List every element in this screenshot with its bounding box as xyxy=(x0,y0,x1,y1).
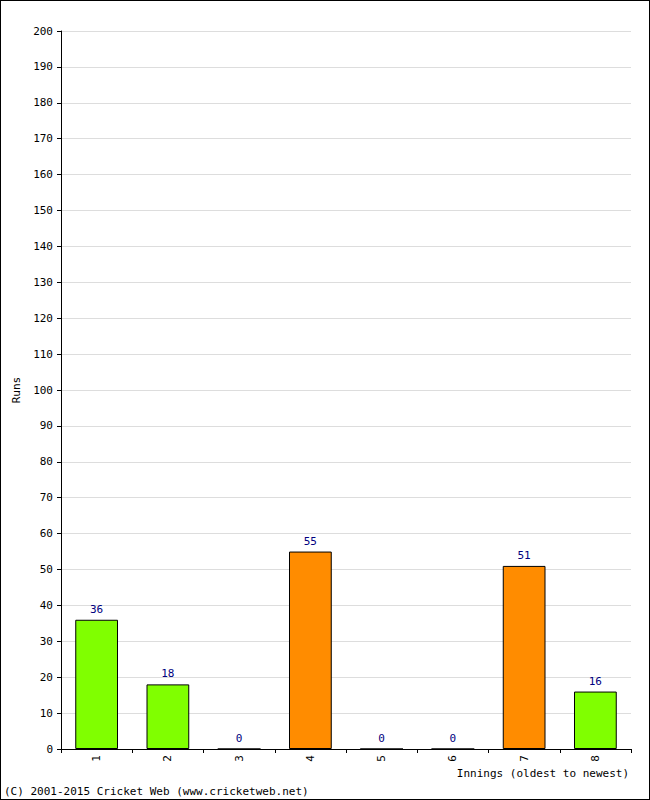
svg-text:5: 5 xyxy=(375,755,388,762)
svg-text:Innings (oldest to newest): Innings (oldest to newest) xyxy=(457,767,629,780)
svg-text:50: 50 xyxy=(40,563,53,576)
svg-text:70: 70 xyxy=(40,491,53,504)
svg-text:80: 80 xyxy=(40,455,53,468)
svg-text:120: 120 xyxy=(33,312,53,325)
svg-text:180: 180 xyxy=(33,96,53,109)
svg-text:3: 3 xyxy=(233,755,246,762)
svg-text:160: 160 xyxy=(33,168,53,181)
svg-text:20: 20 xyxy=(40,671,53,684)
svg-text:110: 110 xyxy=(33,348,53,361)
svg-text:130: 130 xyxy=(33,276,53,289)
svg-text:60: 60 xyxy=(40,527,53,540)
svg-text:36: 36 xyxy=(90,603,103,616)
svg-text:170: 170 xyxy=(33,132,53,145)
svg-text:0: 0 xyxy=(450,732,457,745)
svg-text:8: 8 xyxy=(589,755,602,762)
svg-text:190: 190 xyxy=(33,60,53,73)
svg-text:150: 150 xyxy=(33,204,53,217)
svg-text:100: 100 xyxy=(33,384,53,397)
svg-text:0: 0 xyxy=(236,732,243,745)
svg-text:140: 140 xyxy=(33,240,53,253)
svg-text:0: 0 xyxy=(378,732,385,745)
svg-text:40: 40 xyxy=(40,599,53,612)
svg-text:51: 51 xyxy=(518,549,531,562)
svg-text:7: 7 xyxy=(518,755,531,762)
svg-text:2: 2 xyxy=(161,755,174,762)
svg-text:4: 4 xyxy=(304,755,317,762)
svg-text:6: 6 xyxy=(446,755,459,762)
svg-text:90: 90 xyxy=(40,419,53,432)
svg-text:1: 1 xyxy=(90,755,103,762)
svg-text:16: 16 xyxy=(589,675,602,688)
svg-text:0: 0 xyxy=(46,743,53,756)
svg-text:18: 18 xyxy=(161,667,174,680)
svg-text:10: 10 xyxy=(40,707,53,720)
svg-text:30: 30 xyxy=(40,635,53,648)
svg-text:(C) 2001-2015 Cricket Web (www: (C) 2001-2015 Cricket Web (www.cricketwe… xyxy=(4,785,309,798)
svg-text:200: 200 xyxy=(33,25,53,38)
svg-text:Runs: Runs xyxy=(10,377,23,404)
svg-text:55: 55 xyxy=(304,535,317,548)
